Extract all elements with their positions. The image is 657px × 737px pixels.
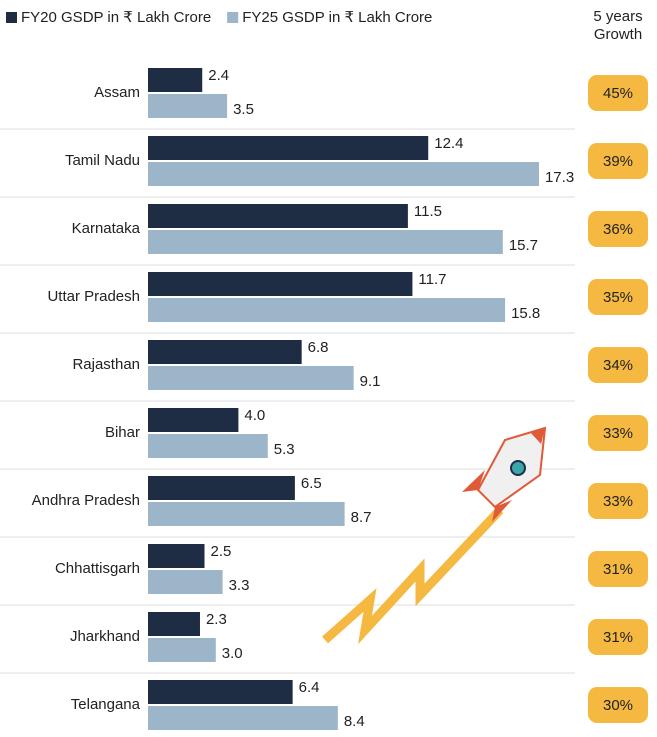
value-label: 5.3 <box>274 441 295 458</box>
growth-label: 36% <box>603 221 633 238</box>
bar <box>148 706 338 730</box>
bar <box>148 136 429 160</box>
growth-label: 30% <box>603 697 633 714</box>
legend-swatch <box>227 12 239 23</box>
growth-badge-bg <box>588 619 648 655</box>
growth-badge: 36% <box>588 211 648 247</box>
category-label: Assam <box>94 84 140 101</box>
category-label: Uttar Pradesh <box>47 288 140 305</box>
growth-badge-bg <box>588 483 648 519</box>
growth-label: 39% <box>603 153 633 170</box>
bar <box>148 94 228 118</box>
growth-badge: 33% <box>588 483 648 519</box>
growth-label: 31% <box>603 629 633 646</box>
value-label: 6.4 <box>299 679 320 696</box>
growth-badge-bg <box>588 347 648 383</box>
value-label: 12.4 <box>434 135 463 152</box>
value-label: 11.7 <box>418 271 446 288</box>
bar <box>148 638 216 662</box>
value-label: 15.8 <box>511 305 540 322</box>
value-label: 4.0 <box>244 407 265 424</box>
bar <box>148 68 203 92</box>
growth-badge: 31% <box>588 619 648 655</box>
bar <box>148 298 506 322</box>
growth-label: 34% <box>603 357 633 374</box>
value-label: 8.4 <box>344 713 365 730</box>
value-label: 11.5 <box>414 203 442 220</box>
growth-badge: 39% <box>588 143 648 179</box>
category-label: Chhattisgarh <box>55 560 140 577</box>
growth-badge: 45% <box>588 75 648 111</box>
bar <box>148 612 200 636</box>
category-label: Rajasthan <box>72 356 140 373</box>
value-label: 2.4 <box>208 67 229 84</box>
growth-badge-bg <box>588 279 648 315</box>
category-label: Jharkhand <box>70 628 140 645</box>
bar <box>148 204 408 228</box>
growth-label: 35% <box>603 289 633 306</box>
growth-label: 33% <box>603 493 633 510</box>
bar <box>148 570 223 594</box>
value-label: 6.8 <box>308 339 329 356</box>
growth-badge: 34% <box>588 347 648 383</box>
category-label: Tamil Nadu <box>65 152 140 169</box>
bar <box>148 680 293 704</box>
growth-badge-bg <box>588 687 648 723</box>
bar <box>148 162 539 186</box>
rocket-decoration <box>322 426 547 645</box>
category-label: Andhra Pradesh <box>32 492 140 509</box>
growth-badge: 30% <box>588 687 648 723</box>
legend-label: FY25 GSDP in ₹ Lakh Crore <box>242 9 432 26</box>
value-label: 9.1 <box>360 373 381 390</box>
growth-label: 31% <box>603 561 633 578</box>
growth-badge: 31% <box>588 551 648 587</box>
value-label: 15.7 <box>509 237 538 254</box>
legend-swatch <box>6 12 17 23</box>
bar <box>148 502 345 526</box>
growth-badge: 35% <box>588 279 648 315</box>
bar <box>148 340 302 364</box>
value-label: 8.7 <box>351 509 372 526</box>
legend-label: FY20 GSDP in ₹ Lakh Crore <box>21 9 211 26</box>
growth-label: 33% <box>603 425 633 442</box>
value-label: 2.5 <box>211 543 232 560</box>
growth-badge-bg <box>588 415 648 451</box>
growth-badge-bg <box>588 211 648 247</box>
category-label: Telangana <box>71 696 141 713</box>
value-label: 3.5 <box>233 101 254 118</box>
category-label: Bihar <box>105 424 140 441</box>
growth-badge-bg <box>588 143 648 179</box>
value-label: 2.3 <box>206 611 227 628</box>
growth-badge-bg <box>588 75 648 111</box>
value-label: 3.3 <box>229 577 250 594</box>
growth-label: 45% <box>603 85 633 102</box>
growth-badge-bg <box>588 551 648 587</box>
bar <box>148 230 503 254</box>
growth-header: 5 years Growth <box>593 8 643 43</box>
bar <box>148 272 413 296</box>
bar <box>148 476 295 500</box>
value-label: 17.3 <box>545 169 574 186</box>
bar <box>148 408 239 432</box>
value-label: 6.5 <box>301 475 322 492</box>
growth-badge: 33% <box>588 415 648 451</box>
category-label: Karnataka <box>72 220 141 237</box>
bar <box>148 366 354 390</box>
bar <box>148 434 268 458</box>
value-label: 3.0 <box>222 645 243 662</box>
bar <box>148 544 205 568</box>
